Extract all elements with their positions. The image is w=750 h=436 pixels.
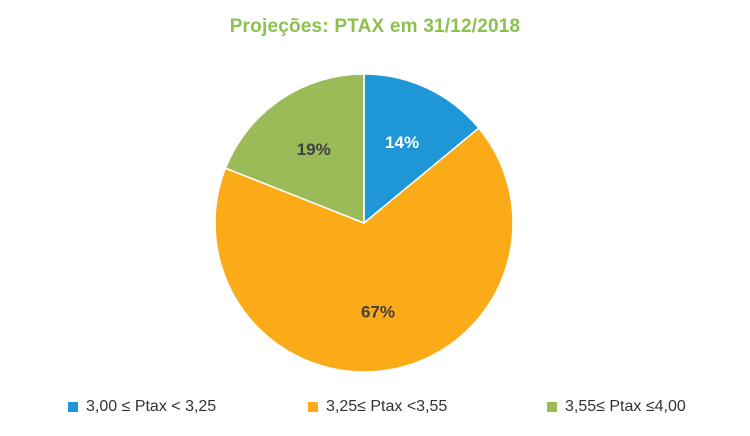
chart-legend: 3,00 ≤ Ptax < 3,25 3,25≤ Ptax <3,55 3,55…: [0, 398, 750, 422]
chart-title: Projeções: PTAX em 31/12/2018: [229, 16, 521, 37]
legend-swatch-2: [547, 402, 557, 412]
pie-slice-1: [214, 126, 514, 373]
legend-label-0: 3,00 ≤ Ptax < 3,25: [86, 398, 217, 415]
data-label-1: 67%: [361, 302, 395, 321]
pie-slices: [214, 73, 514, 373]
legend-item-2: 3,55≤ Ptax ≤4,00: [547, 398, 686, 416]
pie-slice-2: [224, 73, 365, 225]
pie-slice-0: [363, 73, 480, 225]
legend-swatch-1: [308, 402, 318, 412]
data-label-0: 14%: [385, 133, 419, 152]
data-label-2: 19%: [297, 140, 331, 159]
legend-item-1: 3,25≤ Ptax <3,55: [308, 398, 447, 416]
legend-item-0: 3,00 ≤ Ptax < 3,25: [68, 398, 216, 416]
legend-label-1: 3,25≤ Ptax <3,55: [326, 398, 448, 415]
pie-data-labels: 14% 67% 19%: [297, 133, 419, 321]
legend-label-2: 3,55≤ Ptax ≤4,00: [565, 398, 686, 415]
legend-swatch-0: [68, 402, 78, 412]
